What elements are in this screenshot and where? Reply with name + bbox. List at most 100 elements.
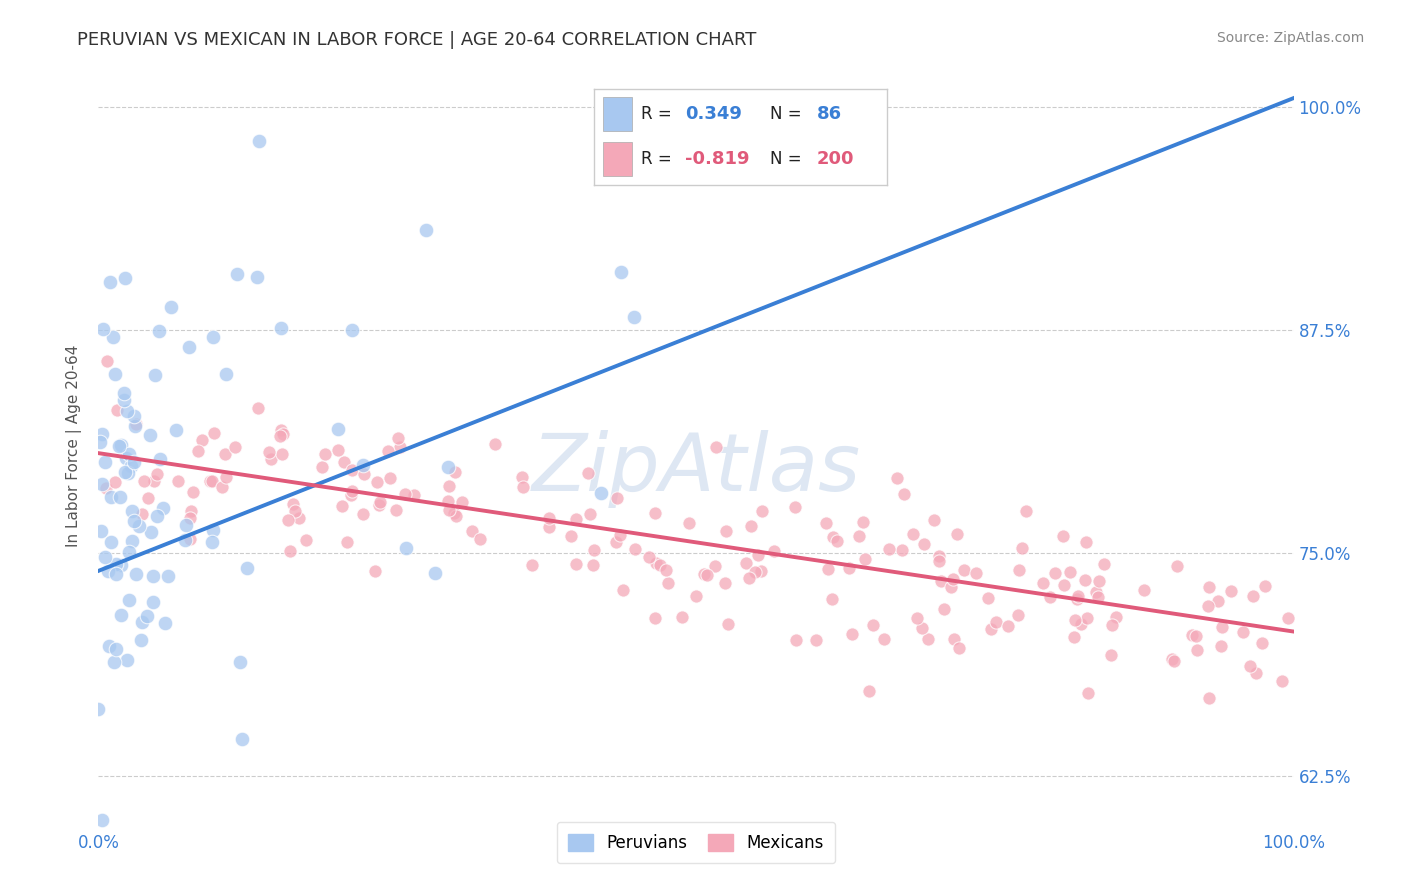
Y-axis label: In Labor Force | Age 20-64: In Labor Force | Age 20-64 [66,345,83,547]
Point [917,632,939,646]
Point [277,513,299,527]
Point [980,622,1002,636]
Point [224,440,246,454]
Point [606,491,628,505]
Point [214,447,236,461]
Point [1039,590,1062,604]
Point [330,499,353,513]
Point [295,533,318,548]
Point [368,499,391,513]
Point [146,467,169,482]
Point [512,480,534,494]
Point [655,563,678,577]
Point [142,595,165,609]
Point [128,518,150,533]
Point [997,619,1019,633]
Point [333,454,356,468]
Point [928,553,950,567]
Point [582,558,605,572]
Point [738,571,761,585]
Point [1251,636,1274,650]
Point [141,524,163,539]
Point [378,471,401,485]
Point [943,632,966,646]
Point [624,541,647,556]
Point [461,524,484,538]
Point [610,265,633,279]
Point [439,502,461,516]
Point [1198,580,1220,594]
Point [117,467,139,481]
Point [271,426,294,441]
Point [1244,665,1267,680]
Point [114,465,136,479]
Point [928,549,950,564]
Point [226,267,249,281]
Point [108,490,131,504]
Point [740,519,762,533]
Point [560,529,582,543]
Text: Source: ZipAtlas.com: Source: ZipAtlas.com [1216,31,1364,45]
Point [191,434,214,448]
Point [1076,611,1098,625]
Point [100,490,122,504]
Point [98,276,121,290]
Point [1099,648,1122,662]
Point [1185,629,1208,643]
Point [814,516,837,530]
Point [512,470,534,484]
Point [121,533,143,548]
Point [939,580,962,594]
Point [714,575,737,590]
Point [104,367,127,381]
Point [1070,616,1092,631]
Point [134,474,156,488]
Point [284,504,307,518]
Point [1088,574,1111,588]
Point [246,401,269,416]
Point [179,511,201,525]
Point [922,513,945,527]
Point [131,508,153,522]
Point [157,568,180,582]
Point [112,392,135,407]
Point [717,617,740,632]
Point [644,556,666,570]
Point [468,533,491,547]
Point [443,506,465,520]
Point [340,323,363,337]
Point [340,488,363,502]
Point [565,512,588,526]
Point [283,497,305,511]
Point [122,515,145,529]
Point [609,527,631,541]
Point [1101,618,1123,632]
Point [1166,558,1188,573]
Point [103,330,125,344]
Point [94,455,117,469]
Point [576,467,599,481]
Point [1074,573,1097,587]
Point [90,477,112,491]
Text: ZipAtlas: ZipAtlas [531,430,860,508]
Point [105,566,128,581]
Point [1232,625,1254,640]
Point [146,509,169,524]
Point [138,428,160,442]
Point [231,731,253,746]
Point [336,535,359,549]
Point [838,561,860,575]
Point [202,523,225,537]
Point [352,507,374,521]
Point [328,443,350,458]
Point [1181,628,1204,642]
Text: PERUVIAN VS MEXICAN IN LABOR FORCE | AGE 20-64 CORRELATION CHART: PERUVIAN VS MEXICAN IN LABOR FORCE | AGE… [77,31,756,49]
Point [110,438,132,452]
Point [821,592,844,607]
Point [257,445,280,459]
Point [259,452,281,467]
Point [247,134,270,148]
Point [1197,599,1219,613]
Point [115,451,138,466]
Point [965,566,987,580]
